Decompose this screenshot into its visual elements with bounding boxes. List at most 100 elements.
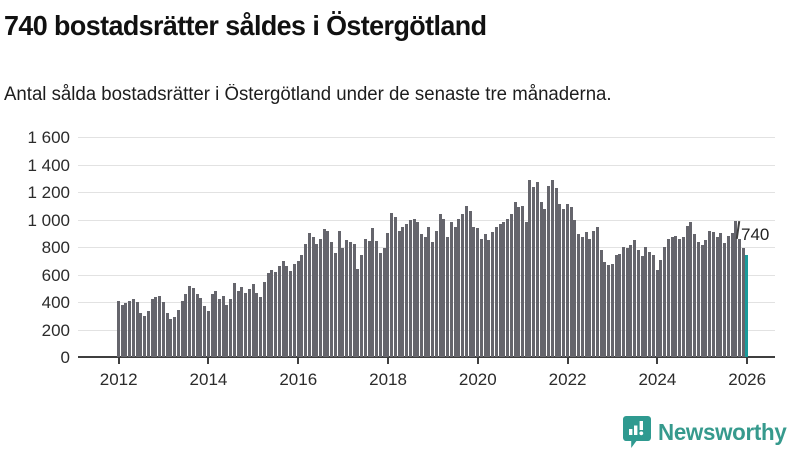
y-tick-label: 200 — [41, 320, 70, 340]
bar — [487, 240, 491, 357]
bar — [375, 240, 379, 357]
bar — [655, 270, 659, 357]
bar — [506, 218, 510, 357]
bar — [131, 299, 135, 357]
bar — [513, 202, 517, 357]
bar — [143, 315, 147, 357]
bar — [161, 302, 165, 357]
bar — [120, 305, 124, 357]
y-tick-label: 800 — [41, 238, 70, 257]
bar — [244, 293, 248, 357]
bar — [539, 202, 543, 357]
bar — [550, 179, 554, 357]
bar — [644, 247, 648, 357]
x-tick-mark — [117, 357, 120, 364]
bar — [573, 220, 577, 357]
x-tick-label: 2012 — [99, 370, 138, 389]
bar — [319, 238, 322, 357]
x-tick-mark — [746, 357, 749, 364]
bar — [562, 209, 566, 357]
bar — [218, 299, 221, 357]
bar — [577, 233, 581, 357]
bar — [292, 263, 296, 357]
x-tick-label: 2014 — [189, 370, 228, 389]
bar — [274, 272, 278, 357]
bar — [393, 216, 397, 357]
x-tick-label: 2018 — [369, 370, 407, 389]
bar — [468, 210, 472, 357]
bar — [431, 242, 435, 357]
bar — [232, 282, 236, 357]
bar — [723, 242, 726, 357]
bar — [730, 232, 734, 357]
bar — [674, 236, 678, 357]
bar — [595, 227, 599, 357]
bar — [457, 218, 461, 357]
bar — [382, 247, 386, 357]
bar — [734, 220, 738, 357]
bar — [397, 230, 401, 357]
bar — [588, 238, 592, 357]
y-tick-label: 600 — [41, 265, 70, 285]
bar — [270, 269, 274, 357]
bar — [214, 291, 218, 357]
bar — [311, 237, 315, 357]
bar — [494, 227, 498, 357]
bar — [322, 229, 326, 357]
bar — [681, 237, 685, 357]
page-title: 740 bostadsrätter såldes i Östergötland — [4, 10, 487, 41]
bar — [629, 244, 633, 357]
bar — [666, 238, 670, 357]
bar — [472, 227, 476, 357]
bar — [135, 302, 139, 357]
bar — [188, 286, 192, 357]
bar — [610, 263, 614, 357]
bar — [442, 218, 446, 357]
x-tick-label: 2020 — [458, 370, 497, 389]
bar — [461, 214, 465, 357]
bar — [255, 293, 259, 357]
bar — [173, 317, 177, 357]
bar — [711, 231, 715, 357]
bar — [285, 266, 289, 357]
bar — [348, 241, 352, 357]
bar — [289, 271, 293, 357]
bar — [491, 231, 495, 357]
bar — [206, 310, 210, 357]
bar — [251, 284, 255, 357]
bar — [517, 207, 521, 357]
gridline — [78, 192, 775, 193]
newsworthy-logo: Newsworthy — [622, 415, 790, 449]
x-tick-label: 2024 — [638, 370, 677, 389]
bar — [326, 231, 330, 357]
gridline — [78, 164, 775, 166]
bar — [165, 313, 169, 357]
bar — [715, 236, 719, 357]
bar — [203, 306, 207, 357]
bar — [139, 313, 143, 357]
bar — [704, 240, 708, 357]
bar — [117, 300, 120, 357]
bar — [345, 240, 349, 357]
bar — [535, 182, 539, 357]
bar — [262, 282, 266, 357]
bar — [390, 212, 394, 357]
bar — [618, 253, 622, 357]
bar — [689, 222, 693, 357]
bar — [648, 251, 652, 357]
bar — [524, 222, 528, 357]
bar — [315, 244, 319, 357]
bar — [737, 239, 741, 357]
x-tick-mark — [297, 357, 300, 364]
bar — [685, 225, 689, 357]
bar — [547, 185, 551, 357]
gridline — [78, 219, 775, 221]
bar — [659, 260, 663, 357]
bar — [416, 222, 420, 357]
bar — [401, 227, 405, 357]
bar — [281, 260, 285, 357]
bar — [412, 218, 416, 357]
bar — [408, 220, 412, 357]
chart-subtitle: Antal sålda bostadsrätter i Östergötland… — [4, 84, 612, 105]
x-tick-mark — [656, 357, 659, 364]
